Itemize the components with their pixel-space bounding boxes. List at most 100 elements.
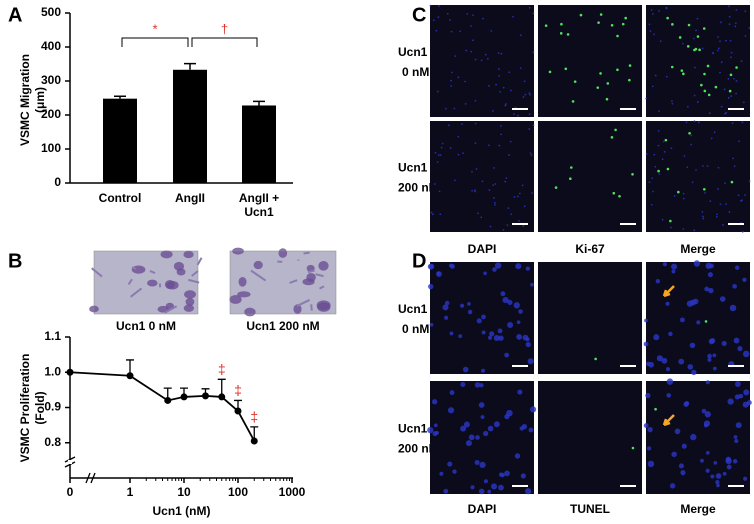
nucleus: [489, 331, 495, 337]
nucleus: [429, 322, 434, 327]
y-tick-label: 0.9: [44, 400, 61, 414]
nucleus: [691, 369, 697, 376]
nucleus: [436, 90, 439, 93]
nucleus: [498, 144, 501, 147]
stained-cell: [664, 138, 668, 142]
nucleus: [724, 112, 727, 115]
nucleus: [680, 470, 686, 476]
nucleus: [480, 415, 485, 420]
nucleus: [748, 27, 751, 29]
nucleus: [643, 423, 649, 429]
nucleus: [504, 104, 507, 107]
stained-cell: [687, 23, 691, 27]
nucleus: [737, 345, 743, 352]
nucleus: [715, 480, 720, 485]
nucleus: [524, 93, 527, 96]
nucleus: [708, 112, 711, 115]
stained-cell: [631, 446, 635, 450]
fiber: [149, 269, 156, 275]
stained-cell: [610, 136, 614, 139]
stained-cell: [631, 172, 634, 176]
nucleus: [717, 166, 720, 169]
nucleus: [729, 304, 737, 312]
stained-cell: [694, 47, 698, 51]
fiber: [289, 279, 298, 284]
nucleus: [532, 51, 535, 54]
nucleus: [479, 461, 486, 468]
nucleus: [661, 218, 664, 221]
nucleus: [744, 35, 747, 37]
stained-cell: [564, 67, 568, 71]
micrograph: [538, 262, 642, 374]
nucleus: [706, 165, 709, 168]
nucleus: [648, 23, 651, 26]
nucleus: [744, 194, 746, 196]
nucleus: [734, 394, 740, 400]
nucleus: [681, 443, 687, 449]
nucleus: [720, 105, 723, 108]
stained-cell: [704, 320, 708, 323]
nucleus: [719, 296, 726, 302]
fiber: [188, 278, 200, 284]
nucleus: [744, 10, 747, 13]
nucleus: [504, 352, 510, 358]
y-tick-label: 500: [41, 5, 61, 19]
point: [218, 393, 226, 401]
nucleus: [652, 12, 654, 15]
nucleus: [489, 225, 492, 228]
nucleus: [494, 203, 496, 206]
nucleus: [716, 36, 719, 38]
nucleus: [472, 14, 474, 17]
nucleus: [666, 367, 670, 372]
nucleus: [467, 309, 473, 315]
nucleus: [727, 96, 730, 99]
stained-cell: [616, 68, 619, 72]
nucleus: [710, 137, 713, 140]
nucleus: [674, 428, 681, 435]
nucleus: [474, 122, 477, 125]
stained-cell: [599, 72, 602, 75]
nucleus: [480, 59, 483, 62]
nucleus: [510, 213, 513, 216]
nucleus: [673, 195, 676, 197]
nucleus: [686, 300, 694, 307]
x-tick-label: 1: [127, 485, 134, 499]
nucleus: [724, 182, 726, 185]
stained-cell: [616, 34, 619, 38]
stained-cell: [597, 21, 600, 24]
nucleus: [516, 334, 523, 340]
row-label: Ucn1 200 nM: [398, 161, 439, 195]
nucleus: [440, 146, 443, 149]
nucleus: [529, 93, 531, 96]
nucleus: [430, 211, 433, 214]
nucleus: [648, 361, 655, 368]
nucleus: [447, 124, 450, 127]
nucleus: [436, 271, 441, 276]
cell: [244, 307, 256, 317]
nucleus: [513, 302, 520, 309]
nucleus: [725, 203, 728, 205]
bar: [103, 98, 137, 183]
nucleus: [710, 474, 715, 479]
nucleus: [693, 229, 696, 232]
nucleus: [507, 299, 513, 306]
nucleus: [449, 263, 455, 269]
nucleus: [507, 207, 510, 210]
nucleus: [518, 192, 521, 195]
stained-cell: [735, 66, 738, 69]
nucleus: [434, 183, 436, 185]
stained-cell: [605, 97, 609, 101]
nucleus: [723, 88, 726, 91]
nucleus: [459, 30, 462, 33]
panel-label: C: [412, 4, 426, 26]
stained-cell: [707, 93, 711, 97]
nucleus: [727, 77, 730, 80]
nucleus: [663, 150, 666, 153]
nucleus: [690, 134, 693, 137]
stained-cell: [560, 22, 563, 26]
nucleus: [437, 5, 440, 7]
nucleus: [492, 196, 495, 199]
nucleus: [666, 378, 674, 385]
arrow: [662, 285, 675, 298]
